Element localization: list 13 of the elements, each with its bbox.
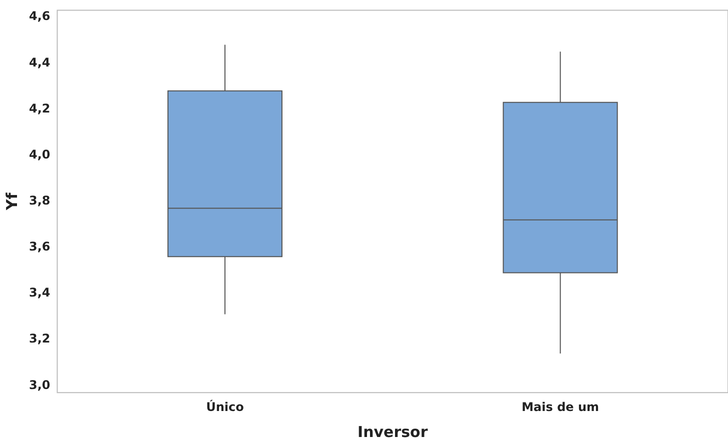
- x-tick-label: Mais de um: [522, 400, 600, 414]
- y-tick-label: 3,8: [28, 194, 50, 208]
- y-tick-label: 3,6: [28, 240, 50, 254]
- y-tick-label: 3,0: [28, 378, 50, 392]
- y-axis-title: Yf: [2, 192, 21, 212]
- y-tick-label: 4,0: [28, 147, 50, 162]
- y-tick-label: 3,2: [28, 332, 50, 346]
- x-axis-title: Inversor: [358, 422, 428, 441]
- y-tick-label: 4,4: [28, 55, 50, 70]
- y-tick-label: 4,6: [28, 9, 50, 24]
- y-tick-label: 3,4: [28, 286, 50, 300]
- x-tick-label: Único: [206, 398, 244, 414]
- y-tick-label: 4,2: [28, 101, 50, 116]
